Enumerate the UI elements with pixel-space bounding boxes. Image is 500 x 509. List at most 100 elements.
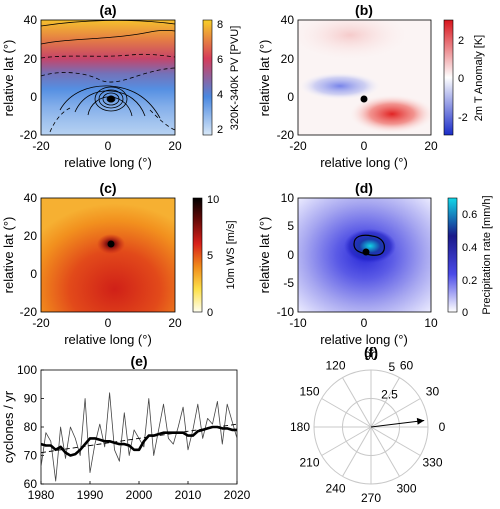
panel-c-x-axis-label: relative long (°) xyxy=(64,332,152,347)
y-tick-label: -10 xyxy=(277,305,295,319)
radial-tick-label: 2.5 xyxy=(381,388,398,402)
angle-tick-label: 60 xyxy=(400,359,414,373)
y-tick-label: 0 xyxy=(30,90,37,104)
temp-colorbar xyxy=(443,19,454,136)
angle-tick-label: 210 xyxy=(299,456,319,470)
x-tick-label: -10 xyxy=(289,316,307,330)
x-tick-label: 10 xyxy=(424,316,438,330)
panel-e-y-axis-label: cyclones / yr xyxy=(1,390,16,463)
angle-tick-label: 270 xyxy=(361,491,381,505)
wind-colorbar-ticks: 0 5 10 xyxy=(207,194,219,319)
colorbar-tick-label: -2 xyxy=(458,112,468,124)
temp-colorbar-ticks: -2 0 2 xyxy=(458,35,468,124)
smoothed-counts-line xyxy=(41,425,237,457)
x-tick-label: 1980 xyxy=(28,488,55,502)
panel-d-yticks: -10 -5 0 5 10 xyxy=(277,191,295,319)
panel-a-xticks: -20 0 20 xyxy=(32,139,182,153)
colorbar-tick-label: 4 xyxy=(217,89,223,101)
y-tick-label: -20 xyxy=(277,128,295,142)
panel-b-frame xyxy=(297,19,432,136)
panel-b: (b) -20 0 20 -20 0 20 40 relative long (… xyxy=(257,2,485,170)
panel-a-plot-area xyxy=(41,20,175,135)
y-tick-label: 20 xyxy=(24,229,38,243)
x-tick-label: 20 xyxy=(168,316,182,330)
wind-field xyxy=(41,198,175,312)
y-tick-label: -5 xyxy=(283,276,294,290)
precip-colorbar xyxy=(447,197,458,313)
x-tick-label: 0 xyxy=(361,316,368,330)
panel-a: (a) -20 0 xyxy=(1,2,241,170)
colorbar-tick-label: 6 xyxy=(217,54,223,66)
angle-tick-label: 240 xyxy=(325,481,345,495)
panel-b-xticks: -20 0 20 xyxy=(289,139,438,153)
y-tick-label: 80 xyxy=(24,420,38,434)
precip-contour xyxy=(353,234,385,256)
panel-a-yticks: -20 0 20 40 xyxy=(20,13,38,142)
y-tick-label: 100 xyxy=(17,363,37,377)
panel-e-title: (e) xyxy=(130,353,147,369)
y-tick-label: 20 xyxy=(281,52,295,66)
panel-d-frame xyxy=(297,197,432,313)
y-tick-label: 40 xyxy=(281,13,295,27)
x-tick-label: 0 xyxy=(105,316,112,330)
y-tick-label: 5 xyxy=(287,219,294,233)
mean-direction-arrow xyxy=(370,419,425,428)
colorbar-tick-label: 2 xyxy=(217,124,223,136)
panel-e-series xyxy=(41,392,237,482)
y-tick-label: -20 xyxy=(20,305,38,319)
colorbar-tick-label: 5 xyxy=(207,250,213,262)
precip-colorbar-label: Precipitation rate [mm/h] xyxy=(481,195,493,314)
colorbar-tick-label: 2 xyxy=(458,35,464,47)
y-tick-label: 0 xyxy=(287,90,294,104)
polar-spoke xyxy=(342,426,372,477)
panel-c-title: (c) xyxy=(99,180,116,196)
colorbar-tick-label: 10 xyxy=(207,194,219,206)
colorbar-tick-label: 0.2 xyxy=(462,275,477,287)
angle-tick-label: 330 xyxy=(422,456,442,470)
y-tick-label: 60 xyxy=(24,477,38,491)
polar-spoke xyxy=(370,377,400,428)
angle-tick-label: 300 xyxy=(396,481,416,495)
panel-f-title: (f) xyxy=(364,344,378,360)
panel-d-y-axis-label: relative lat (°) xyxy=(257,217,272,294)
panel-e: (e) 60 70 80 90 100 1980 1990 2000 2010 2020 cyc… xyxy=(1,353,251,502)
x-tick-label: 20 xyxy=(168,139,182,153)
y-tick-label: 10 xyxy=(281,191,295,205)
angle-tick-label: 180 xyxy=(290,420,310,434)
colorbar-tick-label: 0 xyxy=(462,307,468,319)
cyclone-contour-rings xyxy=(94,86,128,112)
panel-e-y-tick-labels: 60 70 80 90 100 xyxy=(17,363,44,491)
polar-spoke xyxy=(321,426,372,456)
y-tick-label: 20 xyxy=(24,52,38,66)
polar-spoke xyxy=(370,398,421,428)
y-tick-label: 0 xyxy=(287,248,294,262)
polar-spoke xyxy=(342,377,372,428)
pv-colorbar xyxy=(202,19,213,136)
colorbar-tick-label: 0 xyxy=(458,73,464,85)
x-tick-label: -20 xyxy=(289,139,307,153)
annual-counts-line xyxy=(41,392,237,482)
x-tick-label: 0 xyxy=(105,139,112,153)
panel-b-title: (b) xyxy=(355,2,373,18)
cold-anomaly-region xyxy=(298,72,382,100)
x-tick-label: 2010 xyxy=(175,488,202,502)
panel-b-yticks: -20 0 20 40 xyxy=(277,13,295,142)
polar-spoke xyxy=(321,398,372,428)
pv-colorbar-ticks: 2 4 6 8 xyxy=(217,19,223,136)
polar-spoke xyxy=(370,426,421,456)
panel-c-y-axis-label: relative lat (°) xyxy=(1,217,16,294)
panel-a-title: (a) xyxy=(99,2,116,18)
panel-b-x-axis-label: relative long (°) xyxy=(320,155,408,170)
colorbar-tick-label: 8 xyxy=(217,19,223,31)
wind-colorbar-label: 10m WS [m/s] xyxy=(225,220,237,289)
temp-colorbar-label: 2m T Anomaly [K] xyxy=(473,35,485,121)
y-tick-label: 70 xyxy=(24,449,38,463)
panel-f: (f) 0 30 60 90 120 150 180 210 240 270 300 330 2.5 5 xyxy=(290,344,446,505)
precip-core xyxy=(344,229,396,263)
panel-a-frame xyxy=(40,19,176,136)
cyclone-centre-marker xyxy=(107,95,115,103)
panel-c-yticks: -20 0 20 40 xyxy=(20,191,38,319)
panel-b-plot-area xyxy=(298,20,431,135)
pv-colorbar-label: 320K-340K PV [PVU] xyxy=(229,26,241,131)
